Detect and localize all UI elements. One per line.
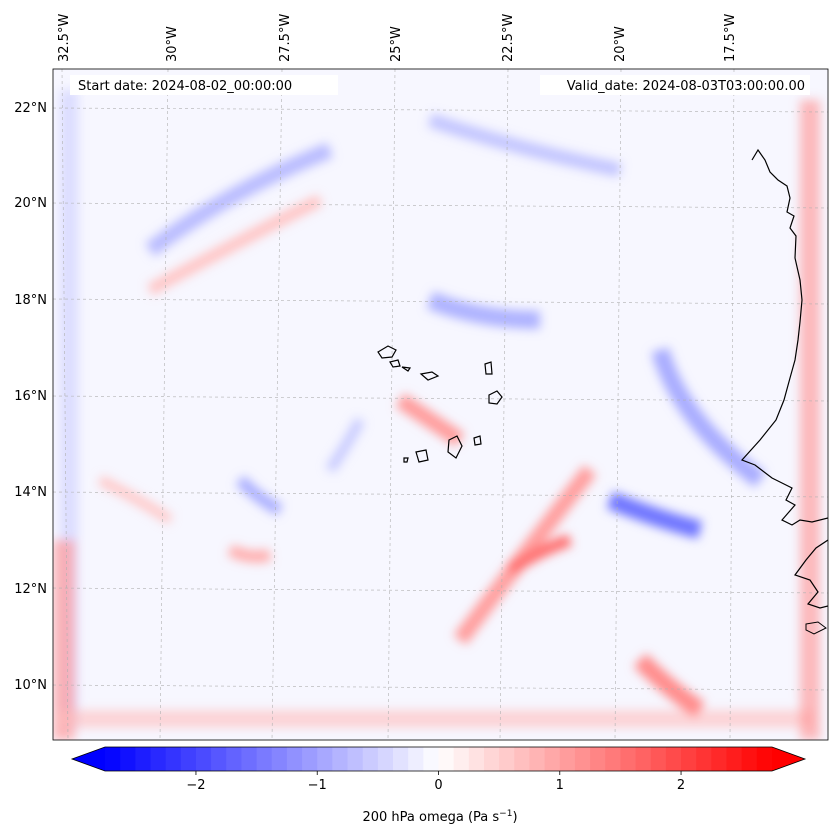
colorbar-segment bbox=[438, 747, 455, 771]
colorbar-segments bbox=[105, 747, 773, 771]
colorbar-segment bbox=[483, 747, 500, 771]
colorbar-segment bbox=[650, 747, 667, 771]
colorbar-segment bbox=[514, 747, 531, 771]
lat-label: 22°N bbox=[14, 101, 47, 116]
colorbar-max-extend bbox=[772, 747, 805, 771]
lat-label: 20°N bbox=[14, 196, 47, 211]
valid-date-label: Valid_date: 2024-08-03T03:00:00.00 bbox=[567, 79, 805, 94]
map-panel[interactable]: Start date: 2024-08-02_00:00:00 Valid_da… bbox=[14, 14, 829, 741]
colorbar-segment bbox=[120, 747, 136, 771]
colorbar-min-extend bbox=[72, 747, 105, 771]
colorbar-label: 200 hPa omega (Pa s−1) bbox=[362, 809, 517, 825]
colorbar-segment bbox=[726, 747, 743, 771]
colorbar-segment bbox=[544, 747, 561, 771]
colorbar-segment bbox=[711, 747, 728, 771]
lon-label: 25°W bbox=[389, 26, 404, 62]
colorbar-segment bbox=[317, 747, 333, 771]
colorbar-ticks: −2 −1 0 1 2 bbox=[186, 771, 685, 793]
colorbar-segment bbox=[408, 747, 424, 771]
bijagos-islands bbox=[805, 621, 827, 635]
lon-label: 17.5°W bbox=[723, 14, 738, 62]
colorbar-segment bbox=[195, 747, 212, 771]
colorbar-segment bbox=[211, 747, 227, 771]
colorbar-tick-label: 2 bbox=[677, 778, 685, 793]
lat-label: 12°N bbox=[14, 582, 47, 597]
colorbar-tick-label: −1 bbox=[308, 778, 327, 793]
lat-label: 16°N bbox=[14, 389, 47, 404]
colorbar: −2 −1 0 1 2 200 hPa omega (Pa s−1) bbox=[70, 746, 807, 825]
lon-label: 22.5°W bbox=[501, 14, 516, 62]
colorbar-segment bbox=[362, 747, 379, 771]
colorbar-segment bbox=[165, 747, 182, 771]
colorbar-segment bbox=[150, 747, 167, 771]
longitude-labels: 32.5°W 30°W 27.5°W 25°W 22.5°W 20°W 17.5… bbox=[57, 14, 738, 62]
colorbar-segment bbox=[105, 747, 121, 771]
colorbar-tick-label: 0 bbox=[434, 778, 442, 793]
colorbar-segment bbox=[453, 747, 470, 771]
start-date-label: Start date: 2024-08-02_00:00:00 bbox=[78, 79, 292, 94]
coastline-guinea bbox=[794, 539, 828, 609]
omega-field bbox=[53, 69, 828, 740]
colorbar-outline bbox=[70, 746, 807, 772]
lat-label: 18°N bbox=[14, 293, 47, 308]
colorbar-segment bbox=[590, 747, 606, 771]
map-background bbox=[53, 69, 828, 740]
colorbar-segment bbox=[756, 747, 773, 771]
coastline-africa bbox=[740, 148, 828, 526]
colorbar-segment bbox=[696, 747, 712, 771]
lon-label: 27.5°W bbox=[278, 14, 293, 62]
colorbar-segment bbox=[256, 747, 273, 771]
colorbar-tick-label: −2 bbox=[186, 778, 205, 793]
lat-label: 10°N bbox=[14, 678, 47, 693]
colorbar-segment bbox=[635, 747, 652, 771]
lon-label: 30°W bbox=[165, 26, 180, 62]
colorbar-segment bbox=[135, 747, 152, 771]
colorbar-segment bbox=[574, 747, 591, 771]
lon-label: 32.5°W bbox=[57, 14, 72, 62]
colorbar-segment bbox=[499, 747, 515, 771]
colorbar-segment bbox=[620, 747, 637, 771]
colorbar-segment bbox=[665, 747, 682, 771]
colorbar-tick-label: 1 bbox=[556, 778, 564, 793]
lon-label: 20°W bbox=[613, 26, 628, 62]
colorbar-segment bbox=[393, 747, 409, 771]
graticule bbox=[53, 69, 828, 740]
colorbar-segment bbox=[559, 747, 576, 771]
latitude-labels: 22°N 20°N 18°N 16°N 14°N 12°N 10°N bbox=[14, 101, 47, 693]
cape-verde-islands bbox=[377, 345, 503, 463]
colorbar-segment bbox=[741, 747, 758, 771]
colorbar-segment bbox=[347, 747, 364, 771]
colorbar-segment bbox=[302, 747, 318, 771]
colorbar-segment bbox=[332, 747, 349, 771]
colorbar-segment bbox=[226, 747, 243, 771]
colorbar-segment bbox=[180, 747, 197, 771]
colorbar-segment bbox=[468, 747, 485, 771]
colorbar-segment bbox=[605, 747, 622, 771]
colorbar-segment bbox=[529, 747, 546, 771]
colorbar-segment bbox=[286, 747, 303, 771]
map-frame bbox=[52, 68, 829, 741]
colorbar-segment bbox=[271, 747, 288, 771]
colorbar-segment bbox=[241, 747, 258, 771]
valid-date-box bbox=[540, 75, 810, 95]
start-date-box bbox=[70, 75, 338, 95]
colorbar-segment bbox=[423, 747, 440, 771]
colorbar-segment bbox=[377, 747, 394, 771]
colorbar-segment bbox=[681, 747, 697, 771]
lat-label: 14°N bbox=[14, 485, 47, 500]
